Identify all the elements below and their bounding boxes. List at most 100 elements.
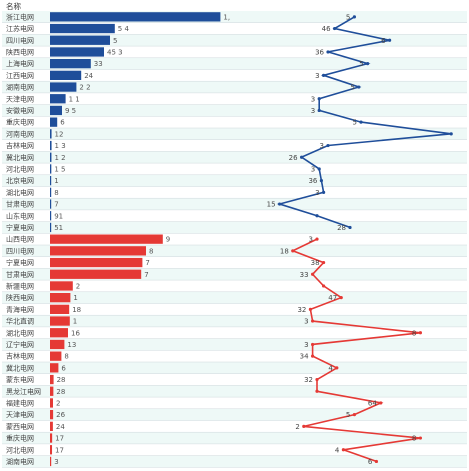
line-point [339,296,343,300]
line-point [333,26,337,31]
bar [50,47,104,57]
point-value-label: 6 [381,37,386,45]
row-label: 湖南电网 [6,457,34,466]
bar-value-label: 28 [56,388,65,396]
bar-value-label: 51 [54,224,63,232]
point-value-label: 5 [359,60,363,68]
bar [50,421,53,431]
row-label: 甘肃电网 [6,270,34,279]
point-value-label: 5 [346,13,350,21]
point-value-label: 3 [304,318,308,326]
row-label: 重庆电网 [6,118,34,127]
row-label: 蒙西电网 [6,422,34,431]
line-point [352,15,356,19]
row-label: 天津电网 [6,410,34,419]
row-label: 陕西电网 [6,293,34,302]
bar-value-label: 9 [166,236,170,244]
bar-value-label: 45 3 [107,48,123,56]
line-point [315,389,319,393]
row-stripe [2,151,467,164]
row-label: 湖北电网 [6,188,34,197]
point-value-label: 32 [297,306,306,314]
row-stripe [2,81,467,93]
line-point [359,120,363,124]
point-value-labels: 5466365353353263363152831838334732383344… [267,13,417,466]
bar-value-label: 17 [55,435,64,443]
bar [50,363,59,373]
row-label: 天津电网 [6,94,34,103]
row-label: 江西电网 [6,71,34,80]
point-value-label: 3 [311,107,315,115]
line-point [300,155,304,159]
bar [50,374,54,385]
row-label: 青海电网 [6,305,34,314]
row-label: 湖北电网 [6,328,34,337]
row-label: 重庆电网 [6,434,34,443]
row-label: 山西电网 [6,235,34,244]
bar-value-label: 1 2 [54,154,65,162]
row-stripe [2,408,467,421]
bar-value-label: 6 [60,119,65,127]
row-label: 浙江电网 [6,12,34,21]
bar [50,433,53,443]
bar [50,445,53,455]
bar [50,199,52,209]
bar [50,117,58,127]
line-point [374,459,378,464]
point-value-label: 4 [335,446,340,454]
row-label: 上海电网 [6,59,34,68]
row-label: 四川电网 [6,246,34,255]
row-stripe [2,362,467,374]
bar [50,105,62,116]
point-value-label: 3 [311,95,315,103]
bar-value-label: 33 [94,60,103,68]
point-value-label: 3 [311,165,315,173]
bar [50,257,143,268]
row-label: 湖南电网 [6,83,34,92]
row-label: 安徽电网 [6,106,34,115]
row-label: 辽宁电网 [6,340,34,349]
bar-value-label: 13 [67,341,76,349]
bar-value-label: 8 [54,189,58,197]
bar-value-label: 24 [56,423,65,431]
row-label: 新疆电网 [6,281,34,290]
row-stripe [2,315,467,327]
line-point [341,448,345,452]
bar [50,234,163,244]
bar [50,140,52,151]
row-label: 宁夏电网 [6,258,34,267]
line-point [315,237,319,241]
point-value-label: 8 [412,329,416,337]
bar [50,70,82,80]
row-stripe [2,57,467,70]
bar-value-label: 3 [54,458,58,466]
point-value-label: 26 [289,154,298,162]
bars [50,12,221,467]
point-value-label: 5 [353,119,357,127]
point-value-label: 3 [315,72,319,80]
row-stripe [2,385,467,398]
bar [50,456,52,467]
line-point [418,331,422,335]
bar [50,293,71,303]
row-stripe [2,245,467,257]
row-label: 吉林电网 [6,352,34,361]
point-value-label: 6 [368,458,373,466]
line-point [322,260,326,265]
bar-value-label: 1 [73,318,77,326]
bar [50,351,62,361]
line-point [335,366,339,370]
line-point [366,62,370,66]
row-label: 黑龙江电网 [6,387,41,396]
bar-value-label: 1 3 [55,142,66,150]
bar [50,23,115,34]
row-stripe [2,432,467,444]
row-stripe [2,34,467,47]
line-point [317,167,321,171]
row-label: 河南电网 [6,129,34,138]
line-point [449,132,453,136]
bar-value-label: 1, [223,13,230,21]
row-grid [2,22,467,468]
point-value-label: 47 [328,294,337,302]
